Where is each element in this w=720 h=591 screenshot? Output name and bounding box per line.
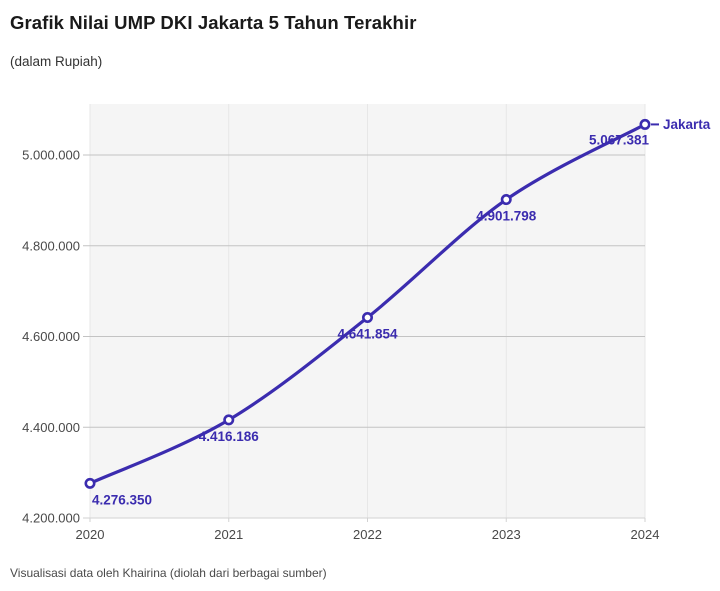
series-label: Jakarta — [663, 117, 711, 132]
x-tick-label: 2022 — [353, 527, 382, 542]
x-tick-label: 2020 — [76, 527, 105, 542]
y-tick-label: 4.400.000 — [22, 420, 80, 435]
data-point-label: 4.416.186 — [199, 429, 260, 444]
chart-subtitle: (dalam Rupiah) — [10, 54, 103, 69]
data-point-label: 4.901.798 — [476, 209, 537, 224]
x-tick-label: 2021 — [214, 527, 243, 542]
data-point-marker — [500, 194, 512, 206]
y-tick-label: 5.000.000 — [22, 148, 80, 163]
data-point-label: 4.641.854 — [337, 327, 398, 342]
data-point-label: 4.276.350 — [92, 492, 152, 507]
data-point-marker — [223, 414, 235, 426]
chart-credit: Visualisasi data oleh Khairina (diolah d… — [10, 566, 327, 580]
data-point-marker — [84, 477, 96, 489]
x-tick-label: 2024 — [631, 527, 660, 542]
data-point-label: 5.067.381 — [589, 132, 650, 147]
data-point-marker — [639, 118, 651, 130]
page-title: Grafik Nilai UMP DKI Jakarta 5 Tahun Ter… — [10, 12, 417, 33]
y-tick-label: 4.200.000 — [22, 511, 80, 526]
x-tick-label: 2023 — [492, 527, 521, 542]
y-tick-label: 4.600.000 — [22, 329, 80, 344]
data-point-marker — [361, 312, 373, 324]
y-tick-label: 4.800.000 — [22, 238, 80, 253]
